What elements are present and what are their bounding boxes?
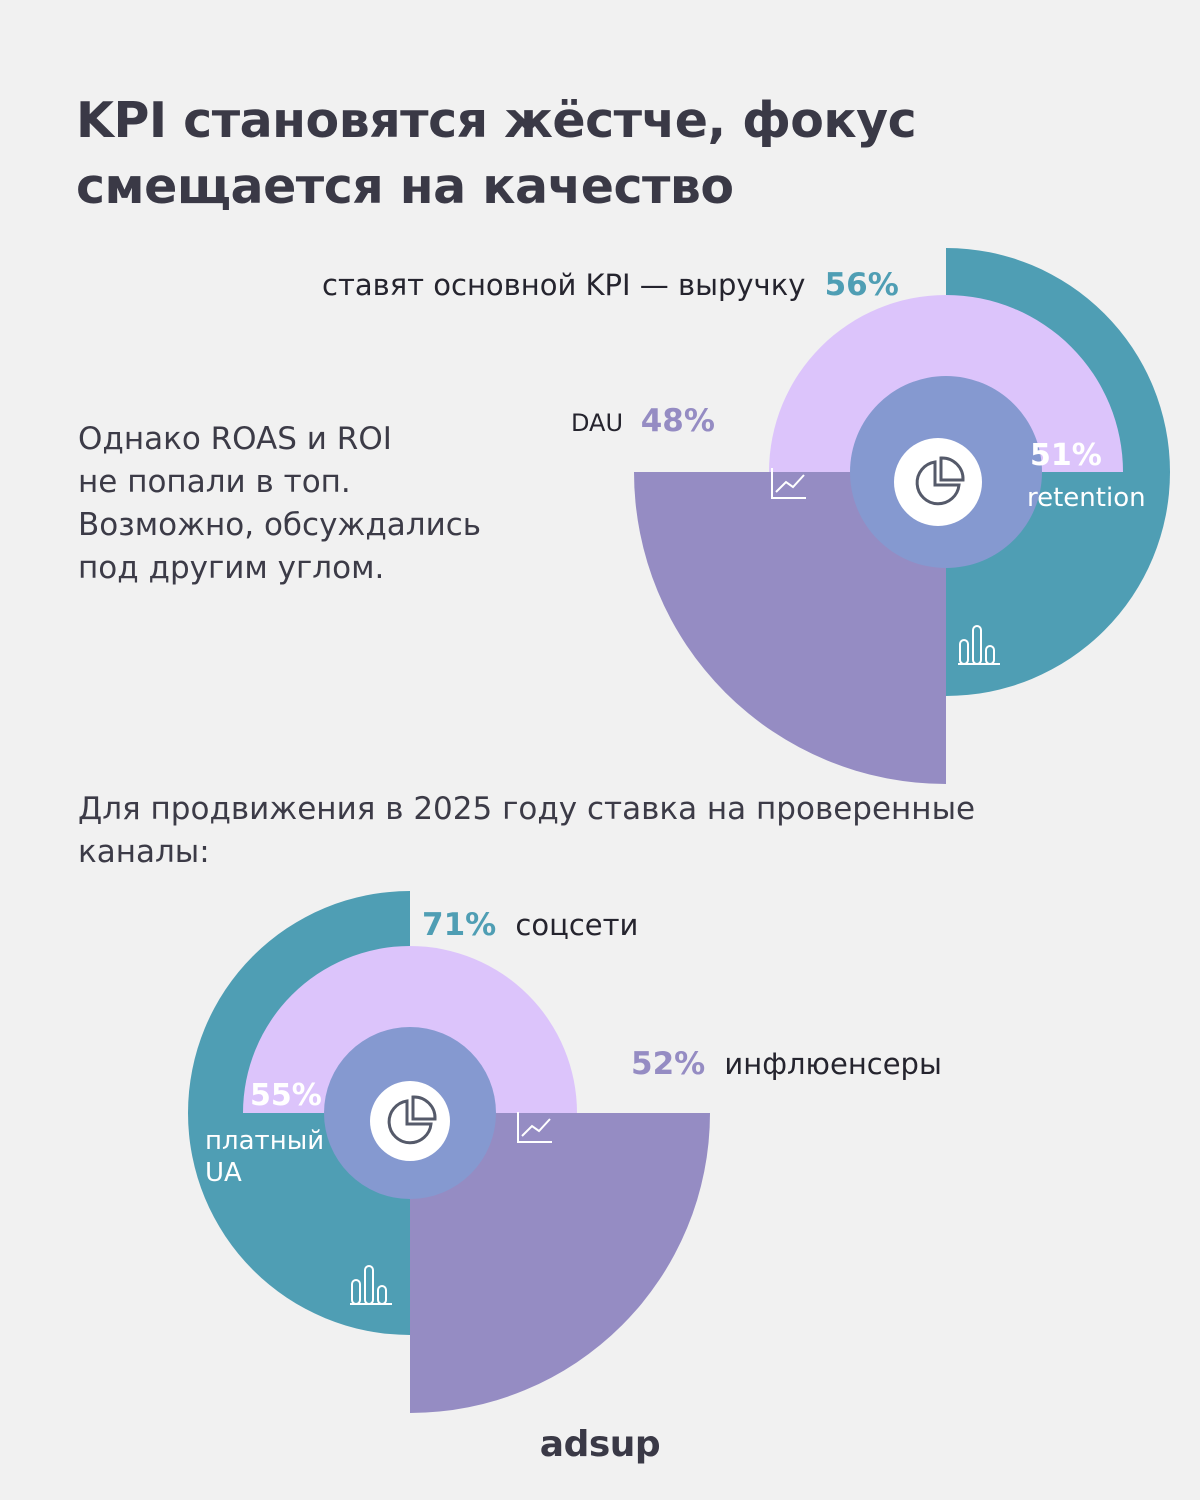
channels-chart xyxy=(188,891,710,1413)
influencers-label: 52% инфлюенсеры xyxy=(631,1046,942,1082)
kpi-chart xyxy=(634,248,1170,784)
pie-chart-icon xyxy=(387,1095,437,1145)
channels-intro-line-2: каналы: xyxy=(78,834,210,870)
kpi-note-line-3: Возможно, обсуждались xyxy=(78,507,482,543)
influencers-value: 52% xyxy=(631,1046,706,1082)
kpi-note-line-4: под другим углом. xyxy=(78,550,385,586)
bar-chart-icon xyxy=(350,1265,392,1305)
paid-ua-label: платный UA xyxy=(205,1126,325,1188)
social-media-value: 71% xyxy=(422,907,497,943)
paid-ua-value: 55% xyxy=(250,1078,322,1113)
kpi-note-line-1: Однако ROAS и ROI xyxy=(78,421,392,457)
retention-value: 51% xyxy=(1030,438,1102,473)
retention-label: retention xyxy=(1027,483,1146,513)
influencers-sector xyxy=(410,1113,710,1413)
dau-label: DAU 48% xyxy=(571,403,715,439)
revenue-kpi-value: 56% xyxy=(824,267,899,303)
brand-logo: adsup xyxy=(539,1424,661,1465)
kpi-note: Однако ROAS и ROI не попали в топ. Возмо… xyxy=(78,418,481,590)
bar-chart-icon xyxy=(958,625,1000,665)
kpi-center-badge xyxy=(894,438,982,526)
title-line-2: смещается на качество xyxy=(76,158,734,215)
dau-sector xyxy=(634,472,946,784)
channels-intro: Для продвижения в 2025 году ставка на пр… xyxy=(78,788,975,874)
pie-chart-icon xyxy=(915,456,965,506)
line-chart-icon xyxy=(517,1112,552,1143)
title-line-1: KPI становятся жёстче, фокус xyxy=(76,92,917,149)
social-media-label: 71% соцсети xyxy=(422,907,639,943)
dau-value: 48% xyxy=(640,403,715,439)
channels-intro-line-1: Для продвижения в 2025 году ставка на пр… xyxy=(78,791,976,827)
page-title: KPI становятся жёстче, фокус смещается н… xyxy=(76,88,917,220)
kpi-note-line-2: не попали в топ. xyxy=(78,464,351,500)
revenue-kpi-label: ставят основной KPI — выручку 56% xyxy=(322,267,899,303)
channels-center-badge xyxy=(370,1081,450,1161)
line-chart-icon xyxy=(771,468,806,499)
